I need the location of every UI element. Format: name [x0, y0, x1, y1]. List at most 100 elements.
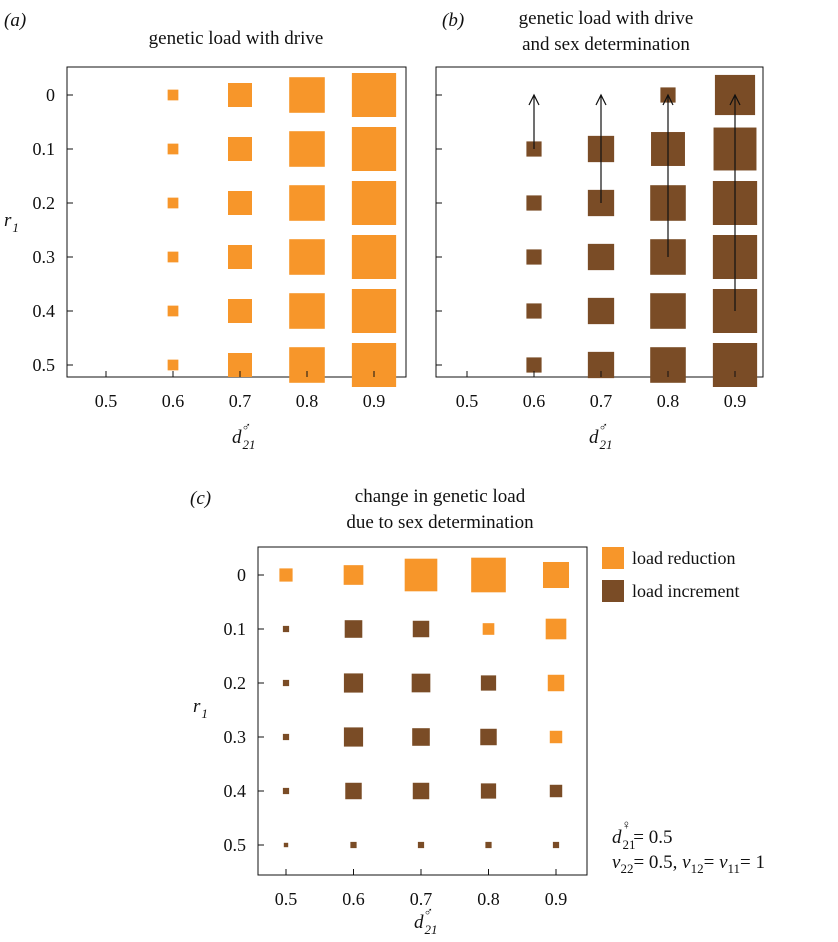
y-tick-label: 0.5: [224, 835, 247, 855]
load-square: [351, 343, 397, 387]
load-square: [552, 841, 560, 849]
x-tick-label: 0.6: [162, 391, 185, 411]
load-square: [485, 841, 492, 849]
load-square: [526, 303, 542, 319]
legend-swatch-reduction: [602, 547, 624, 569]
y-tick-label: 0.2: [224, 673, 247, 693]
x-tick-label: 0.8: [657, 391, 680, 411]
y-tick-label: 0.5: [33, 355, 56, 375]
load-square: [587, 243, 615, 271]
load-square: [282, 625, 290, 633]
load-square: [471, 557, 506, 593]
load-square: [282, 679, 290, 687]
load-square: [167, 305, 179, 317]
load-square: [549, 784, 563, 798]
load-square: [289, 131, 325, 167]
load-square: [228, 299, 252, 323]
panel-b-y-tickmarks: [436, 94, 442, 366]
panel-b-marks: [526, 74, 758, 387]
load-square: [351, 127, 397, 171]
panel-c-letter: (c): [190, 488, 211, 509]
panel-b-x-ticks: 0.5 0.6 0.7 0.8 0.9: [456, 371, 747, 411]
panel-c-marks: [279, 557, 570, 849]
load-square: [167, 197, 179, 209]
load-square: [412, 620, 430, 638]
legend: load reduction load increment: [602, 547, 739, 602]
y-tick-label: 0.4: [33, 301, 56, 321]
x-tick-label: 0.9: [545, 889, 568, 909]
panel-a-marks: [167, 73, 397, 387]
x-tick-label: 0.8: [477, 889, 500, 909]
panel-c-x-ticks: 0.5 0.6 0.7 0.8 0.9: [275, 869, 568, 909]
x-tick-label: 0.7: [590, 391, 613, 411]
load-square: [167, 143, 179, 155]
y-tick-label: 0: [237, 565, 246, 585]
panel-b-title-line2: and sex determination: [522, 34, 690, 55]
load-square: [351, 73, 397, 117]
panel-b: (b) genetic load with drive and sex dete…: [435, 8, 764, 452]
load-square: [343, 565, 364, 585]
load-square: [412, 782, 430, 800]
load-square: [283, 842, 289, 848]
load-square: [167, 251, 179, 263]
x-tick-label: 0.5: [456, 391, 479, 411]
y-tick-label: 0.4: [224, 781, 247, 801]
y-tick-label: 0.3: [33, 247, 56, 267]
load-square: [480, 675, 497, 691]
load-square: [289, 239, 325, 275]
load-square: [344, 620, 363, 638]
parameter-line-1: d21♀= 0.5: [612, 817, 672, 852]
panel-b-letter: (b): [442, 10, 464, 31]
x-tick-label: 0.8: [296, 391, 319, 411]
panel-a-x-label: d21♂: [232, 419, 256, 452]
panel-a-y-ticks: 0 0.1 0.2 0.3 0.4 0.5: [33, 85, 73, 375]
load-square: [351, 235, 397, 279]
load-square: [343, 727, 364, 747]
load-square: [167, 89, 179, 101]
load-square: [480, 783, 497, 799]
load-square: [712, 343, 758, 387]
panel-a-title: genetic load with drive: [149, 28, 324, 49]
load-square: [542, 561, 570, 589]
panel-c-y-label: r1: [193, 696, 208, 721]
panel-b-arrows: [528, 93, 741, 311]
panel-c-x-label: d21♂: [414, 904, 438, 937]
load-square: [526, 249, 542, 265]
panel-b-title-line1: genetic load with drive: [519, 8, 694, 29]
panel-a-x-ticks: 0.5 0.6 0.7 0.8 0.9: [95, 371, 386, 411]
panel-a-y-label: r1: [4, 210, 19, 235]
load-square: [549, 730, 563, 744]
load-square: [282, 733, 290, 741]
y-tick-label: 0.1: [33, 139, 56, 159]
x-tick-label: 0.5: [95, 391, 118, 411]
legend-label-increment: load increment: [632, 581, 739, 601]
load-square: [545, 618, 567, 640]
load-square: [526, 195, 542, 211]
panel-c-title-line1: change in genetic load: [355, 486, 526, 507]
load-square: [289, 293, 325, 329]
x-tick-label: 0.6: [523, 391, 546, 411]
panel-c-y-ticks: 0 0.1 0.2 0.3 0.4 0.5: [224, 565, 264, 855]
legend-swatch-increment: [602, 580, 624, 602]
load-square: [351, 289, 397, 333]
panel-b-x-label: d21♂: [589, 419, 613, 452]
panel-c-title-line2: due to sex determination: [346, 512, 534, 533]
x-tick-label: 0.9: [363, 391, 386, 411]
load-square: [345, 782, 362, 800]
load-square: [289, 77, 325, 113]
panel-a: (a) genetic load with drive 0.5 0.6 0.7 0.8…: [4, 10, 407, 452]
y-tick-label: 0.2: [33, 193, 56, 213]
arrow-head: [662, 93, 674, 106]
load-square: [526, 357, 542, 373]
load-square: [650, 347, 686, 383]
legend-label-reduction: load reduction: [632, 548, 735, 568]
load-square: [587, 297, 615, 325]
load-square: [228, 83, 252, 107]
load-square: [167, 359, 179, 371]
x-tick-label: 0.9: [724, 391, 747, 411]
load-square: [289, 185, 325, 221]
load-square: [417, 841, 425, 849]
panel-c: (c) change in genetic load due to sex de…: [190, 486, 765, 937]
parameter-line-2: v22= 0.5, v12= v11= 1: [612, 852, 765, 876]
load-square: [480, 728, 497, 746]
